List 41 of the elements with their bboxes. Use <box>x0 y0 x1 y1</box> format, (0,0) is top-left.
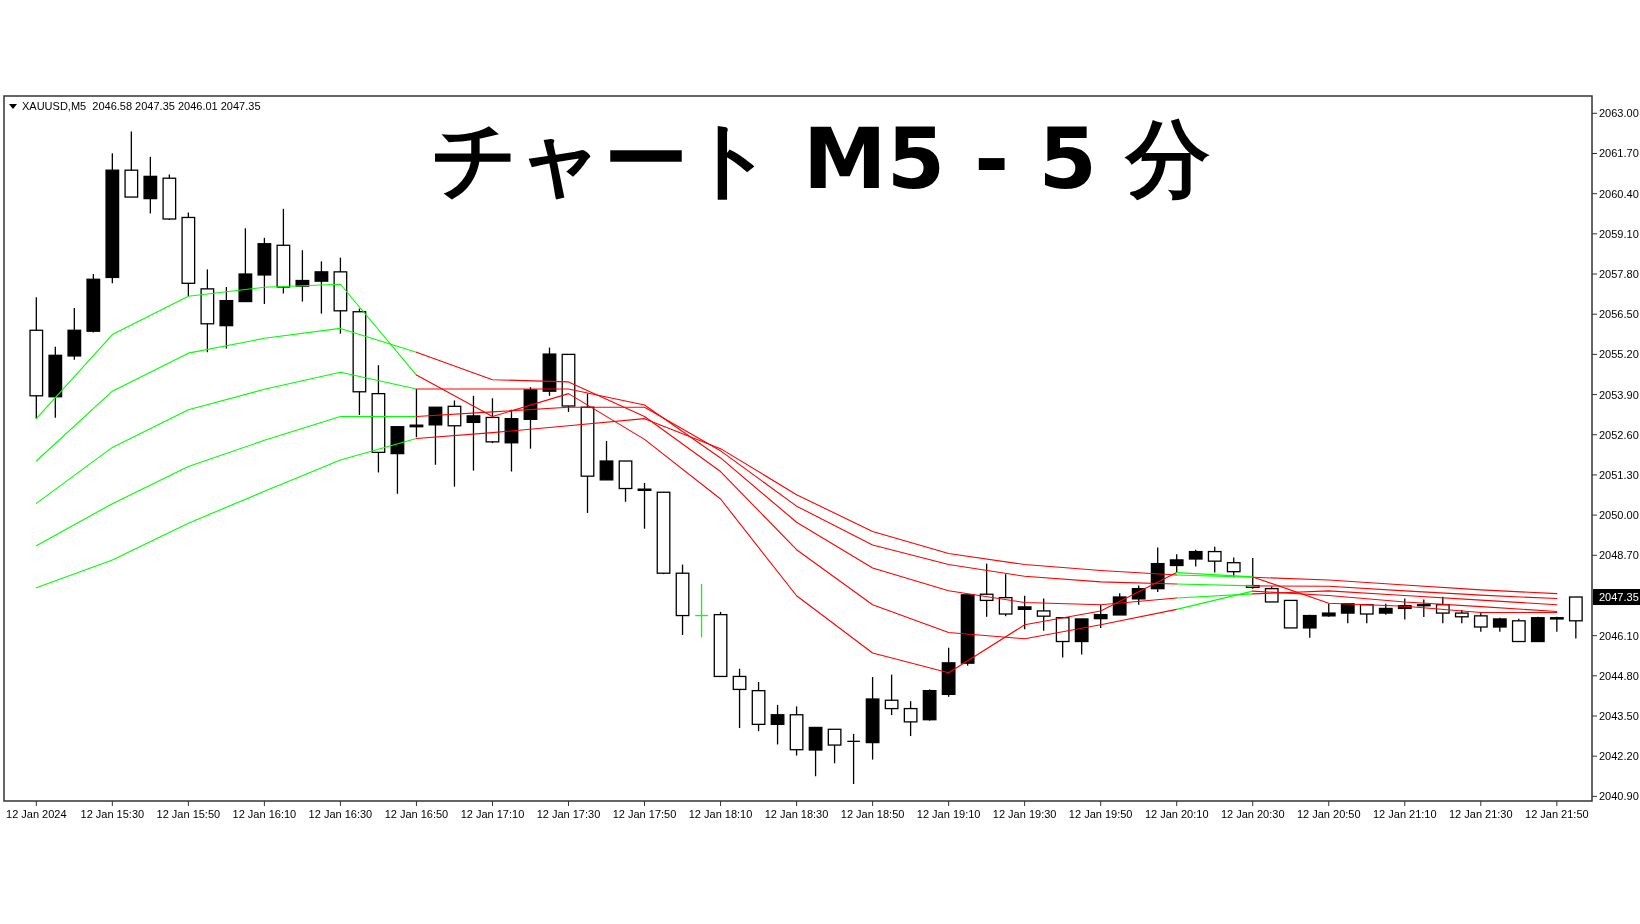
y-tick-label: 2042.20 <box>1599 750 1639 763</box>
x-tick-label: 12 Jan 18:10 <box>688 808 753 820</box>
x-tick-label: 12 Jan 17:50 <box>612 808 677 820</box>
x-tick-label: 12 Jan 15:50 <box>156 808 221 820</box>
x-tick-label: 12 Jan 21:30 <box>1449 808 1513 820</box>
x-tick-label: 12 Jan 21:50 <box>1525 808 1589 820</box>
x-tick-label: 12 Jan 20:30 <box>1220 808 1285 820</box>
y-tick-label: 2043.50 <box>1599 710 1639 722</box>
x-tick-label: 12 Jan 16:10 <box>232 808 297 820</box>
x-tick-label: 12 Jan 19:50 <box>1068 808 1133 820</box>
x-tick-label: 12 Jan 20:50 <box>1296 808 1361 820</box>
chart-subtitle: XAUUSD,M5 2046.58 2047.35 2046.01 2047.35 <box>22 100 261 112</box>
text: 2047.35 <box>1599 591 1639 604</box>
y-tick-label: 2060.40 <box>1599 187 1639 200</box>
chart-title: チャート M5 - 5 分 <box>431 110 1211 208</box>
x-tick-label: 12 Jan 17:10 <box>460 808 525 820</box>
x-tick-label: 12 Jan 19:10 <box>916 808 981 820</box>
y-tick-label: 2044.80 <box>1599 669 1639 682</box>
x-tick-label: 12 Jan 20:10 <box>1144 808 1209 820</box>
x-tick-label: 12 Jan 16:50 <box>384 808 449 820</box>
y-tick-label: 2056.50 <box>1599 308 1639 321</box>
y-tick-label: 2050.00 <box>1599 509 1639 522</box>
y-tick-label: 2059.10 <box>1599 227 1639 240</box>
y-tick-label: 2055.20 <box>1599 348 1639 361</box>
y-tick-label: 2052.60 <box>1599 428 1639 441</box>
x-tick-label: 12 Jan 18:30 <box>764 808 829 820</box>
y-tick-label: 2063.00 <box>1599 107 1639 120</box>
x-tick-label: 12 Jan 2024 <box>6 808 67 820</box>
y-tick-label: 2057.80 <box>1599 268 1639 281</box>
x-tick-label: 12 Jan 21:10 <box>1372 808 1437 820</box>
x-tick-label: 12 Jan 18:50 <box>840 808 905 820</box>
y-tick-label: 2048.70 <box>1599 549 1639 562</box>
x-tick-label: 12 Jan 16:30 <box>308 808 373 820</box>
y-tick-label: 2061.70 <box>1599 147 1639 160</box>
x-tick-label: 12 Jan 17:30 <box>536 808 601 820</box>
y-tick-label: 2046.10 <box>1599 629 1639 642</box>
x-tick-label: 12 Jan 19:30 <box>992 808 1057 820</box>
y-tick-label: 2051.30 <box>1599 468 1639 481</box>
y-tick-label: 2040.90 <box>1599 790 1639 803</box>
y-tick-label: 2053.90 <box>1599 388 1639 401</box>
x-tick-label: 12 Jan 15:30 <box>80 808 145 820</box>
